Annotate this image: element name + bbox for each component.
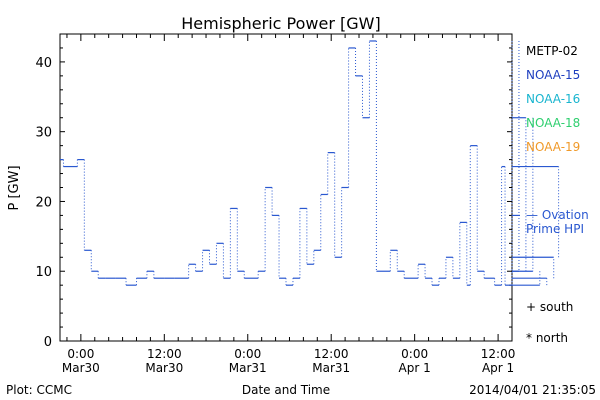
legend-noaa-19: NOAA-19 <box>526 140 581 154</box>
hemispheric-power-series <box>60 40 560 286</box>
y-axis-label: P [GW] <box>7 165 22 210</box>
x-tick-label-time: 12:00 <box>314 347 349 361</box>
legend-noaa-18: NOAA-18 <box>526 116 581 130</box>
chart-title: Hemispheric Power [GW] <box>181 14 380 33</box>
y-tick-label: 0 <box>44 335 52 350</box>
x-tick-label-time: 0:00 <box>67 347 94 361</box>
legend-metp-02: METP-02 <box>526 44 578 58</box>
x-tick-label-date: Mar31 <box>229 361 267 375</box>
x-tick-label-date: Mar30 <box>62 361 100 375</box>
x-tick-label-date: Apr 1 <box>482 361 514 375</box>
y-tick-label: 20 <box>35 195 52 210</box>
x-tick-label-date: Mar30 <box>145 361 183 375</box>
footer-timestamp: 2014/04/01 21:35:05 <box>469 383 596 397</box>
north-marker-label: * north <box>526 331 569 345</box>
ovation-prime-label-line2: Prime HPI <box>526 222 584 236</box>
legend-noaa-16: NOAA-16 <box>526 92 581 106</box>
legend-noaa-15: NOAA-15 <box>526 68 581 82</box>
x-axis: 0:00Mar3012:00Mar300:00Mar3112:00Mar310:… <box>62 34 515 375</box>
plot-frame <box>59 33 513 342</box>
x-tick-label-date: Apr 1 <box>399 361 431 375</box>
x-tick-label-date: Mar31 <box>312 361 350 375</box>
x-axis-label: Date and Time <box>242 383 330 397</box>
ovation-prime-label-line1: — Ovation <box>526 208 589 222</box>
y-tick-label: 10 <box>35 265 52 280</box>
y-tick-label: 30 <box>35 126 52 141</box>
x-tick-label-time: 12:00 <box>147 347 182 361</box>
south-marker-label: + south <box>526 300 574 314</box>
y-tick-label: 40 <box>35 56 52 71</box>
x-tick-label-time: 0:00 <box>234 347 261 361</box>
footer-plot-source: Plot: CCMC <box>6 383 72 397</box>
x-tick-label-time: 12:00 <box>481 347 516 361</box>
x-tick-label-time: 0:00 <box>401 347 428 361</box>
y-axis: 0 10 20 30 40 <box>35 33 512 350</box>
